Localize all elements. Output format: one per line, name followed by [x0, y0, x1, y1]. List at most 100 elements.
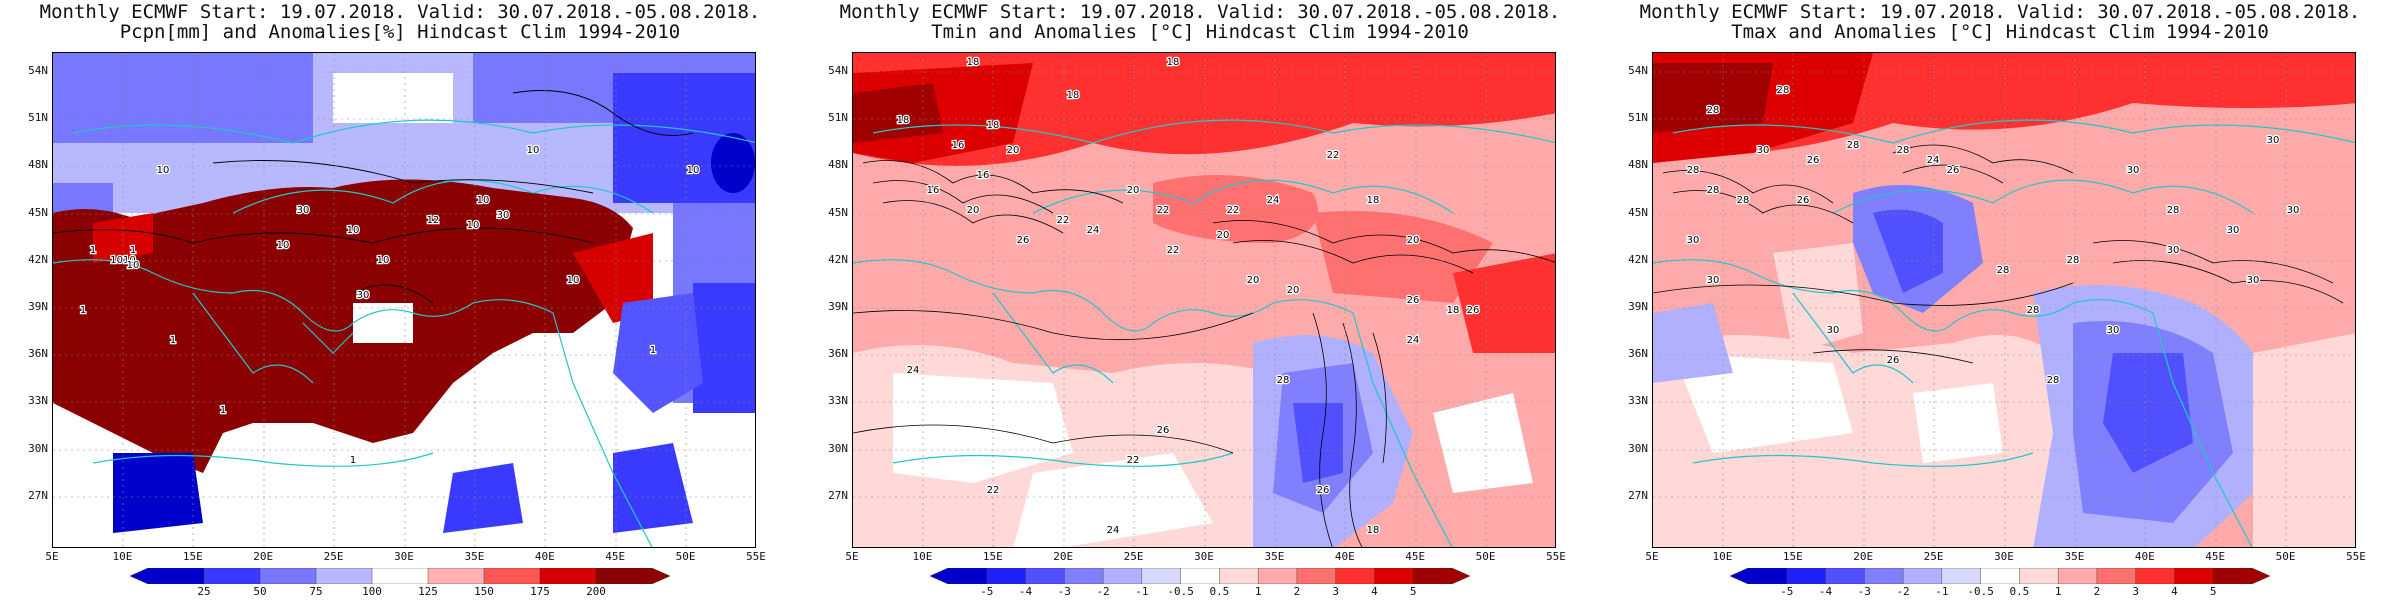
lat-label: 48N [828, 158, 848, 172]
lon-label: 5E [1645, 550, 1659, 563]
colorbar-tick-label: 1 [2054, 585, 2062, 598]
contour-label: 22 [1167, 245, 1180, 256]
lon-label: 15E [1782, 550, 1803, 563]
colorbar-tick-label: 1 [1254, 585, 1262, 598]
lat-label: 54N [28, 64, 48, 77]
colorbar-tick-label: -5 [1780, 585, 1794, 598]
contour-label: 20 [1007, 145, 1020, 156]
colorbar-swatch [1941, 568, 1982, 584]
colorbar-swatch [203, 568, 261, 584]
precip-colorbar [130, 568, 670, 584]
contour-label: 18 [1167, 57, 1180, 68]
lon-label: 45E [605, 550, 626, 563]
colorbar-swatch [1064, 568, 1104, 584]
lon-label: 50E [1475, 550, 1496, 563]
lat-label: 42N [1628, 252, 1648, 266]
lat-label: 51N [1628, 111, 1648, 125]
lon-label: 35E [2064, 550, 2085, 563]
contour-label: 26 [1317, 485, 1330, 496]
colorbar-swatch [2135, 568, 2176, 584]
contour-label: 10 [347, 225, 360, 236]
lat-label: 30N [1628, 441, 1648, 455]
colorbar-tick-label: 0.5 [2009, 585, 2030, 598]
lat-label: 30N [28, 441, 48, 455]
contour-label: 30 [2267, 135, 2280, 146]
colorbar-tick-label: 5 [1409, 585, 1417, 598]
precipitation-map: 10 10 10 10 30 10 30 1010 10 10 12 30 10 1 1 10 10 1 1 1 1 1 [52, 52, 756, 548]
contour-label: 26 [1797, 195, 1810, 206]
colorbar-swatch [2057, 568, 2098, 584]
colorbar-swatch [2096, 568, 2137, 584]
lon-label: 40E [1334, 550, 1355, 563]
lon-label: 15E [182, 550, 203, 563]
lat-label: 33N [828, 394, 848, 408]
lat-label: 39N [828, 300, 848, 313]
colorbar-tick-label: -0.5 [1967, 585, 1994, 598]
contour-label: 28 [1847, 140, 1860, 151]
lon-label: 30E [1194, 550, 1214, 563]
contour-label: 28 [2027, 305, 2040, 316]
contour-label: 10 [467, 220, 480, 231]
contour-label: 16 [927, 185, 940, 196]
lon-label: 30E [1994, 550, 2014, 563]
colorbar-tick-label: 75 [309, 585, 323, 598]
colorbar-swatch [2213, 568, 2270, 584]
colorbar-swatch [1296, 568, 1337, 584]
lon-label: 45E [2205, 550, 2226, 563]
lat-label: 48N [1628, 158, 1648, 172]
lat-label: 51N [828, 111, 848, 125]
contour-label-group: 28 28 28 30 28 26 28 24 26 30 28 28 26 30 30 28 28 30 30 30… [1685, 84, 2300, 388]
colorbar-tick-label: -2 [1096, 585, 1110, 598]
contour-label: 28 [1777, 85, 1790, 96]
lat-label: 45N [1628, 205, 1648, 219]
contour-label: 20 [1127, 185, 1140, 196]
colorbar-tick-label: -1 [1135, 585, 1149, 598]
lat-label: 54N [1628, 64, 1648, 77]
contour-label: 30 [2127, 165, 2140, 176]
contour-label: 20 [967, 205, 980, 216]
contour-label: 30 [2167, 245, 2180, 256]
panel-title-line1: Monthly ECMWF Start: 19.07.2018. Valid: … [1639, 1, 2361, 23]
lat-label: 39N [1628, 300, 1648, 313]
contour-label: 28 [1687, 165, 1700, 176]
lat-label: 51N [28, 111, 48, 125]
lat-label: 27N [1628, 488, 1648, 502]
contour-label: 10 [277, 240, 290, 251]
contour-label: 26 [1407, 295, 1420, 306]
lon-label: 5E [45, 550, 59, 563]
lon-label: 35E [1264, 550, 1285, 563]
lon-label: 25E [323, 550, 344, 563]
panel-title-line2: Tmax and Anomalies [°C] Hindcast Clim 19… [1731, 21, 2269, 43]
lon-label: 55E [2346, 550, 2366, 563]
contour-label: 26 [1807, 155, 1820, 166]
contour-label: 26 [1467, 305, 1480, 316]
colorbar-swatch [1980, 568, 2021, 584]
lat-label: 36N [828, 347, 848, 361]
lon-label: 20E [253, 550, 274, 563]
contour-label: 22 [987, 485, 1000, 496]
contour-label: 30 [1827, 325, 1840, 336]
contour-label: 30 [2247, 275, 2260, 286]
panel-title-line1: Monthly ECMWF Start: 19.07.2018. Valid: … [839, 1, 1561, 23]
colorbar-swatch [259, 568, 317, 584]
contour-label: 30 [1757, 145, 1770, 156]
contour-label: 26 [1887, 355, 1900, 366]
colorbar-swatch [595, 568, 670, 584]
colorbar-tick-label: -2 [1896, 585, 1910, 598]
tmax-map: 28 28 28 30 28 26 28 24 26 30 28 28 26 30 30 28 28 30 30 30… [1652, 52, 2356, 548]
tmax-colorbar [1730, 568, 2270, 584]
contour-label: 30 [297, 205, 310, 216]
colorbar-tick-label: 3 [2132, 585, 2139, 598]
colorbar-tick-label: 5 [2209, 585, 2217, 598]
contour-label: 22 [1157, 205, 1170, 216]
contour-label: 30 [1687, 235, 1700, 246]
contour-label: 24 [907, 365, 920, 376]
contour-label: 28 [1997, 265, 2010, 276]
panel-title-line1: Monthly ECMWF Start: 19.07.2018. Valid: … [39, 1, 761, 23]
contour-label: 1 [90, 245, 96, 256]
colorbar-tick-label: -4 [1818, 585, 1833, 598]
contour-label: 30 [497, 210, 510, 221]
contour-label: 10 [567, 275, 580, 286]
lat-label: 42N [28, 252, 48, 266]
